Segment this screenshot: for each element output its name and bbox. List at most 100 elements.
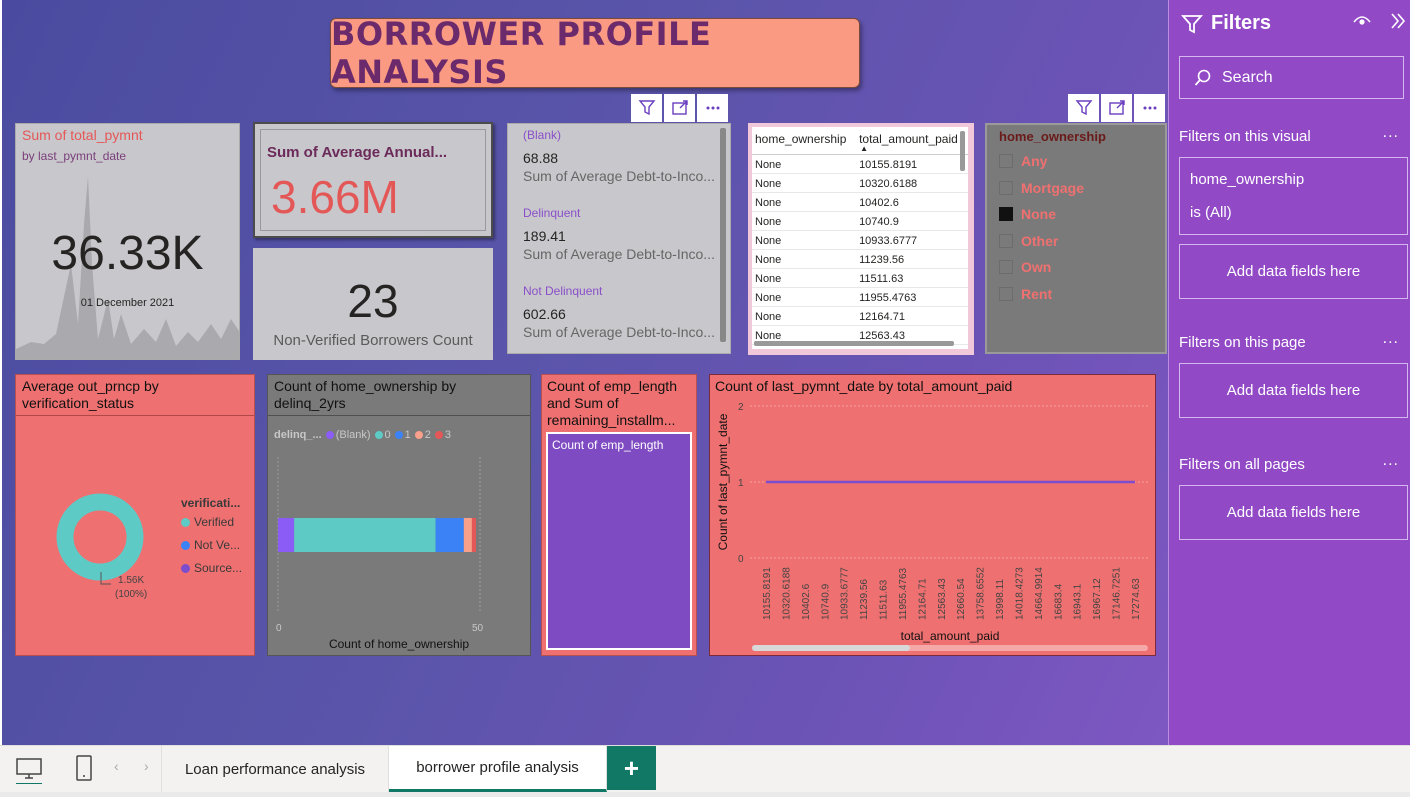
tab-label: borrower profile analysis: [416, 759, 579, 776]
kpi-inner-frame: [260, 129, 486, 231]
checkbox-icon[interactable]: [999, 180, 1013, 195]
table-row[interactable]: None 10320.6188: [752, 173, 968, 193]
debt-to-income-multi-row-card[interactable]: (Blank) 68.88 Sum of Average Debt-to-Inc…: [507, 123, 731, 354]
filter-icon[interactable]: [631, 94, 662, 122]
focus-mode-icon[interactable]: [664, 94, 695, 122]
slicer-option[interactable]: Other: [999, 232, 1058, 250]
tab-loan-performance[interactable]: Loan performance analysis: [161, 746, 389, 792]
tab-borrower-profile[interactable]: borrower profile analysis: [389, 746, 607, 792]
section-label: Filters on all pages: [1179, 456, 1305, 473]
vertical-scrollbar[interactable]: [960, 131, 965, 171]
legend-item[interactable]: Source...: [181, 561, 242, 575]
desktop-layout-icon[interactable]: [14, 754, 44, 789]
legend-item[interactable]: 1: [394, 429, 411, 441]
kpi-value: 36.33K: [51, 227, 204, 280]
bar-segment[interactable]: [471, 518, 476, 552]
legend-label: 2: [424, 429, 431, 441]
column-header-label: total_amount_paid: [859, 132, 958, 146]
x-scrollbar-thumb[interactable]: [752, 645, 910, 651]
last-payment-line-chart[interactable]: Count of last_pymnt_date by total_amount…: [709, 374, 1156, 656]
mobile-layout-icon[interactable]: [72, 754, 96, 789]
slicer-option[interactable]: Rent: [999, 285, 1052, 303]
checkbox-icon[interactable]: [999, 207, 1013, 221]
table-row[interactable]: None 10933.6777: [752, 230, 968, 250]
filter-icon[interactable]: [1068, 94, 1099, 122]
slicer-option[interactable]: Own: [999, 258, 1051, 276]
x-tick-label: 10933.6777: [840, 567, 851, 620]
table-row[interactable]: None 10740.9: [752, 211, 968, 231]
delinq-stacked-bar-chart[interactable]: Count of home_ownership by delinq_2yrs d…: [267, 374, 531, 656]
scroll-left-icon[interactable]: ‹: [114, 758, 119, 774]
collapse-pane-icon[interactable]: [1389, 12, 1407, 36]
slicer-option[interactable]: Any: [999, 152, 1047, 170]
report-canvas: BORROWER PROFILE ANALYSIS Sum of total_p…: [2, 0, 1168, 745]
table-row[interactable]: None 10402.6: [752, 192, 968, 212]
home-ownership-slicer[interactable]: home_ownership Any Mortgage None Other Own Re…: [985, 123, 1167, 354]
table-row[interactable]: None 11511.63: [752, 268, 968, 288]
bar-segment[interactable]: [463, 518, 472, 552]
section-label: Filters on this visual: [1179, 128, 1311, 145]
verification-donut-chart[interactable]: Average out_prncp by verification_status…: [15, 374, 255, 656]
bar-svg: 0 50: [276, 457, 484, 634]
total-payment-kpi-card[interactable]: Sum of total_pymnt by last_pymnt_date 36…: [15, 123, 240, 360]
checkbox-icon[interactable]: [999, 233, 1013, 248]
legend-item[interactable]: (Blank): [325, 429, 371, 441]
column-header[interactable]: total_amount_paid ▲: [856, 127, 968, 155]
eye-icon[interactable]: [1353, 14, 1371, 33]
more-options-icon[interactable]: ...: [1382, 330, 1399, 347]
add-data-fields-all[interactable]: Add data fields here: [1179, 485, 1408, 540]
add-page-button[interactable]: +: [607, 746, 656, 790]
checkbox-icon[interactable]: [999, 154, 1013, 168]
horizontal-scrollbar[interactable]: [754, 341, 954, 346]
scroll-right-icon[interactable]: ›: [144, 758, 149, 774]
more-options-icon[interactable]: ...: [1382, 452, 1399, 469]
data-label-leader-line: [100, 572, 111, 585]
legend-item[interactable]: 0: [374, 429, 391, 441]
more-options-icon[interactable]: [697, 94, 728, 122]
legend-label: Verified: [194, 515, 235, 529]
legend-item[interactable]: Not Ve...: [181, 538, 240, 552]
table-row[interactable]: None 11239.56: [752, 249, 968, 269]
tab-label: Loan performance analysis: [184, 760, 366, 778]
row-category: Delinquent: [523, 206, 581, 220]
scrollbar[interactable]: [720, 128, 726, 342]
donut-slice-verified[interactable]: [56, 493, 144, 581]
filter-field-value: is (All): [1190, 204, 1232, 221]
legend-dot: [374, 431, 383, 439]
x-tick-label: 16967.12: [1092, 578, 1103, 620]
bar-segment[interactable]: [294, 518, 436, 552]
table-row[interactable]: None 10155.8191: [752, 154, 968, 174]
legend-item[interactable]: 2: [414, 429, 431, 441]
more-options-icon[interactable]: ...: [1382, 124, 1399, 141]
kpi-title: Sum of Average Annual...: [267, 144, 448, 161]
non-verified-kpi-card[interactable]: 23 Non-Verified Borrowers Count: [253, 248, 493, 360]
add-data-fields-page[interactable]: Add data fields here: [1179, 363, 1408, 418]
avg-annual-kpi-card[interactable]: Sum of Average Annual... 3.66M: [253, 122, 493, 238]
add-data-fields-visual[interactable]: Add data fields here: [1179, 244, 1408, 299]
checkbox-icon[interactable]: [999, 286, 1013, 301]
table-cell: None: [752, 211, 857, 231]
bar-segment[interactable]: [278, 518, 295, 552]
table-cell: 11955.4763: [856, 287, 968, 307]
funnel-icon: [1181, 14, 1203, 33]
legend-dot: [434, 431, 443, 439]
x-tick-label: 10155.8191: [762, 567, 773, 620]
bar-segment[interactable]: [435, 518, 464, 552]
table-row[interactable]: None 11955.4763: [752, 287, 968, 307]
filter-card-home-ownership[interactable]: home_ownership is (All): [1179, 157, 1408, 235]
more-options-icon[interactable]: [1134, 94, 1165, 122]
filters-search-input[interactable]: Search: [1179, 56, 1404, 99]
home-ownership-table[interactable]: home_ownership total_amount_paid ▲ None 10…: [748, 123, 974, 355]
table-row[interactable]: None 12164.71: [752, 306, 968, 326]
report-title: BORROWER PROFILE ANALYSIS: [331, 15, 712, 91]
focus-mode-icon[interactable]: [1101, 94, 1132, 122]
kpi-value: 3.66M: [271, 171, 399, 223]
slicer-option[interactable]: Mortgage: [999, 179, 1084, 197]
column-header[interactable]: home_ownership: [752, 127, 857, 155]
emp-length-visual[interactable]: Count of emp_length and Sum of remaining…: [541, 374, 697, 656]
slicer-option[interactable]: None: [999, 205, 1056, 223]
legend-item[interactable]: Verified: [181, 515, 234, 529]
emp-length-inner-card[interactable]: Count of emp_length: [546, 432, 692, 650]
checkbox-icon[interactable]: [999, 260, 1013, 274]
legend-item[interactable]: 3: [434, 429, 451, 441]
